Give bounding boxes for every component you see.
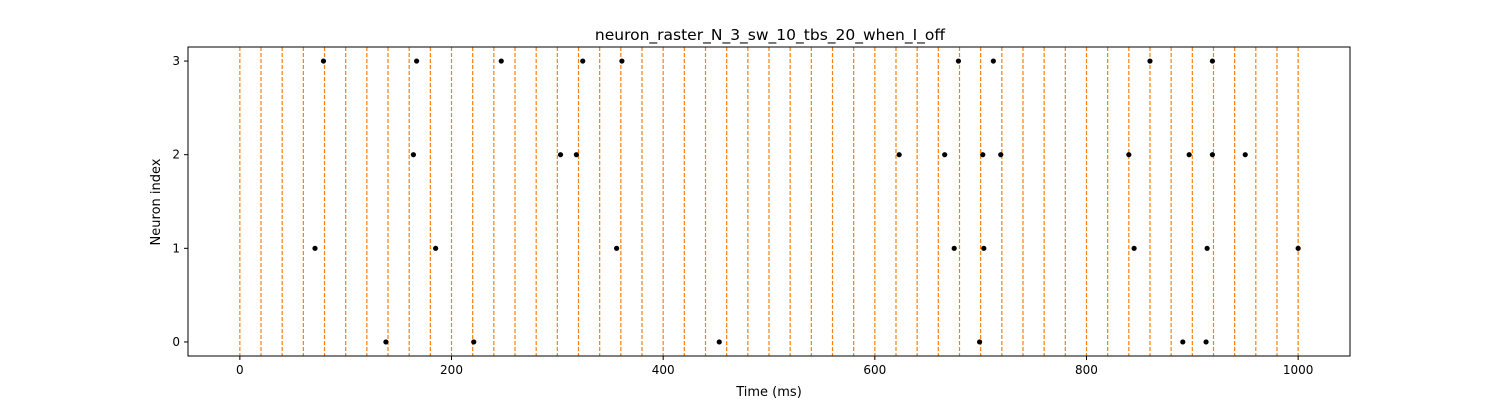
spike-point [383,339,389,345]
spike-point [433,245,439,251]
spike-point [955,58,962,64]
y-axis-label: Neuron index [149,158,164,245]
spike-point [471,339,477,345]
spike-point [557,152,564,158]
spike-point [942,152,948,158]
x-tick-label: 200 [440,363,463,377]
spike-point [951,245,957,251]
spike-point [1186,152,1192,158]
spike-point [312,245,318,251]
spike-point [896,152,902,158]
spike-point [1203,339,1209,345]
spike-point [998,152,1004,158]
spike-point [580,58,586,64]
y-tick-label: 0 [172,335,180,349]
spike-point [320,58,327,64]
spike-point [716,339,722,345]
spike-point [1126,152,1132,158]
spike-point [1209,58,1216,64]
chart-title: neuron_raster_N_3_sw_10_tbs_20_when_I_of… [595,26,946,45]
spike-point [981,245,987,251]
time-bin-lines [239,47,1299,356]
y-tick-label: 2 [172,148,180,162]
spike-point [410,152,417,158]
spike-point [1131,245,1137,251]
spike-point [1204,245,1210,251]
spike-point [1295,245,1301,251]
spike-point [1147,58,1153,64]
x-axis: 0 200 400 600 800 1000 [236,356,1313,377]
y-tick-label: 1 [172,241,180,255]
spike-point [1209,152,1216,158]
spike-markers [312,58,1301,345]
x-tick-label: 600 [863,363,886,377]
x-axis-label: Time (ms) [735,385,802,400]
x-tick-label: 0 [236,363,244,377]
spike-point [573,152,579,158]
spike-point [1242,152,1248,158]
x-tick-label: 400 [652,363,675,377]
spike-point [980,152,986,158]
spike-point [990,58,996,64]
spike-point [976,339,983,345]
spike-point [1180,339,1186,345]
spike-point [619,58,625,64]
spike-point [498,58,504,64]
spike-point [614,245,620,251]
x-tick-label: 1000 [1283,363,1314,377]
y-axis: 0 1 2 3 [172,54,188,349]
spike-point [413,58,420,64]
x-tick-label: 800 [1075,363,1098,377]
y-tick-label: 3 [172,54,180,68]
plot-area-frame [187,46,1351,357]
